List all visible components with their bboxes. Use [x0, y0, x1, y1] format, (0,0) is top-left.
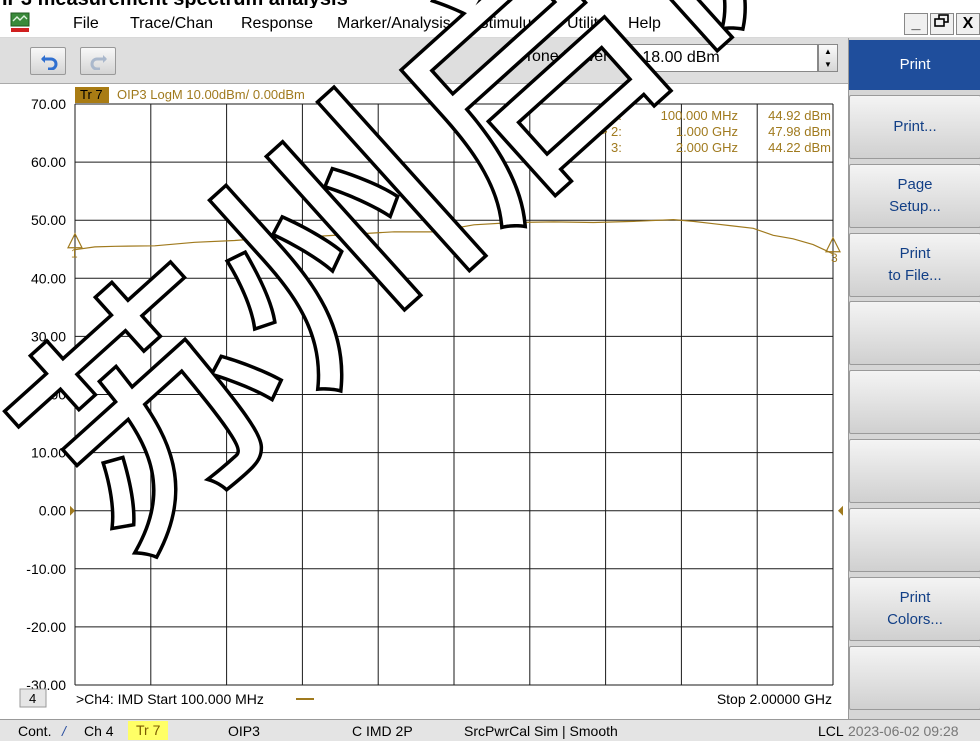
channel-number-box — [19, 688, 47, 708]
close-button[interactable]: X — [956, 13, 980, 35]
menu-marker-analysis[interactable]: Marker/Analysis — [337, 15, 451, 32]
chart-svg: 70.00 60.00 50.00 40.00 30.00 20.00 10.00 0.00 -… — [19, 87, 843, 708]
menu-trace-chan[interactable]: Trace/Chan — [130, 15, 213, 32]
marker-readout-number: 1: — [611, 108, 622, 123]
y-axis-tick-label: 10.00 — [31, 445, 66, 461]
y-axis-tick-label: -10.00 — [26, 561, 66, 577]
toolbar: Tone Power -18.00 dBm ▲ ▼ — [0, 38, 848, 84]
softkey-page-setup[interactable]: Page Setup... — [849, 164, 980, 228]
trace-badge-label: Tr 7 — [80, 87, 103, 102]
softkey-empty-1[interactable] — [849, 301, 980, 365]
undo-arrow-icon — [41, 55, 58, 70]
measurement-chart[interactable]: 70.00 60.00 50.00 40.00 30.00 20.00 10.00 0.00 -… — [0, 84, 848, 710]
status-bar: Cont. / Ch 4 Tr 7 OIP3 C IMD 2P SrcPwrCa… — [0, 719, 980, 741]
menu-help[interactable]: Help — [628, 15, 661, 32]
status-cal: SrcPwrCal Sim | Smooth — [464, 723, 618, 739]
marker-triangle — [426, 215, 443, 232]
y-axis-tick-label: 0.00 — [39, 503, 66, 519]
tone-power-input[interactable]: -18.00 dBm — [628, 44, 818, 72]
y-axis-tick-label: -20.00 — [26, 619, 66, 635]
softkey-empty-5[interactable] — [849, 646, 980, 710]
status-slash: / — [62, 723, 66, 739]
tone-power-label: Tone Power — [524, 48, 609, 65]
menu-utility[interactable]: Utility — [567, 15, 607, 32]
menu-bar: File Trace/Chan Response Marker/Analysis… — [0, 8, 980, 38]
start-frequency-label: >Ch4: IMD Start 100.000 MHz — [76, 691, 264, 707]
status-imd: C IMD 2P — [352, 723, 413, 739]
marker-readout-number: 3: — [611, 140, 622, 155]
marker-readout-frequency: 1.000 GHz — [676, 124, 738, 139]
channel-number-label: 4 — [29, 691, 36, 706]
minimize-button[interactable]: _ — [904, 13, 928, 35]
app-logo-icon[interactable] — [10, 12, 30, 34]
marker-id-label: 2 — [430, 201, 437, 215]
redo-button[interactable] — [80, 47, 116, 75]
softkey-print-to-file[interactable]: Print to File... — [849, 233, 980, 297]
status-channel[interactable]: Ch 4 — [84, 723, 114, 739]
y-axis-tick-label: 50.00 — [31, 212, 66, 228]
softkey-panel: Print Print... Page Setup... Print to Fi… — [848, 38, 980, 719]
trace-scale-label: OIP3 LogM 10.00dBm/ 0.00dBm — [117, 87, 305, 102]
softkey-empty-2[interactable] — [849, 370, 980, 434]
status-measurement: OIP3 — [228, 723, 260, 739]
trace-badge — [75, 87, 109, 103]
undo-button[interactable] — [30, 47, 66, 75]
marker-readout-frequency: 100.000 MHz — [661, 108, 738, 123]
marker-triangle — [67, 232, 83, 249]
marker-readout-value: 44.22 dBm — [768, 140, 831, 155]
y-axis-tick-label: 60.00 — [31, 154, 66, 170]
marker-id-label: 3 — [831, 251, 838, 265]
y-axis-tick-label: 70.00 — [31, 96, 66, 112]
status-cont[interactable]: Cont. — [18, 723, 52, 739]
redo-arrow-icon — [90, 55, 107, 70]
reference-level-right-arrow — [838, 505, 843, 516]
tone-power-spinner[interactable]: ▲ ▼ — [818, 44, 838, 72]
reference-level-left-arrow — [70, 505, 75, 516]
marker-triangle — [825, 236, 841, 253]
marker-readout-value: 44.92 dBm — [768, 108, 831, 123]
menu-response[interactable]: Response — [241, 15, 314, 32]
window-controls: _ X — [902, 13, 980, 35]
status-trace[interactable]: Tr 7 — [128, 721, 168, 740]
restore-button[interactable] — [930, 13, 954, 35]
y-axis-tick-label: 20.00 — [31, 387, 66, 403]
status-datetime: 2023-06-02 09:28 — [848, 723, 959, 739]
marker-readout-number: 2: — [611, 124, 622, 139]
marker-readout-value: 47.98 dBm — [768, 124, 831, 139]
window-title-text: IP3 measurement spectrum analysis — [2, 0, 348, 8]
softkey-print-colors[interactable]: Print Colors... — [849, 577, 980, 641]
y-axis-tick-label: 40.00 — [31, 270, 66, 286]
status-lcl: LCL — [818, 723, 844, 739]
softkey-empty-4[interactable] — [849, 508, 980, 572]
window-title: IP3 measurement spectrum analysis — [0, 0, 980, 8]
trace-line-oip3 — [74, 218, 834, 255]
marker-active-indicator: > — [600, 124, 608, 139]
y-axis-tick-label: 30.00 — [31, 328, 66, 344]
softkey-menu-title: Print — [849, 40, 980, 90]
stop-frequency-label: Stop 2.00000 GHz — [717, 691, 832, 707]
menu-stimulus[interactable]: Stimulus — [478, 15, 540, 32]
marker-id-label: 1 — [71, 247, 78, 261]
restore-icon — [934, 14, 949, 27]
marker-readout-frequency: 2.000 GHz — [676, 140, 738, 155]
menu-file[interactable]: File — [73, 15, 99, 32]
softkey-print[interactable]: Print... — [849, 95, 980, 159]
softkey-empty-3[interactable] — [849, 439, 980, 503]
